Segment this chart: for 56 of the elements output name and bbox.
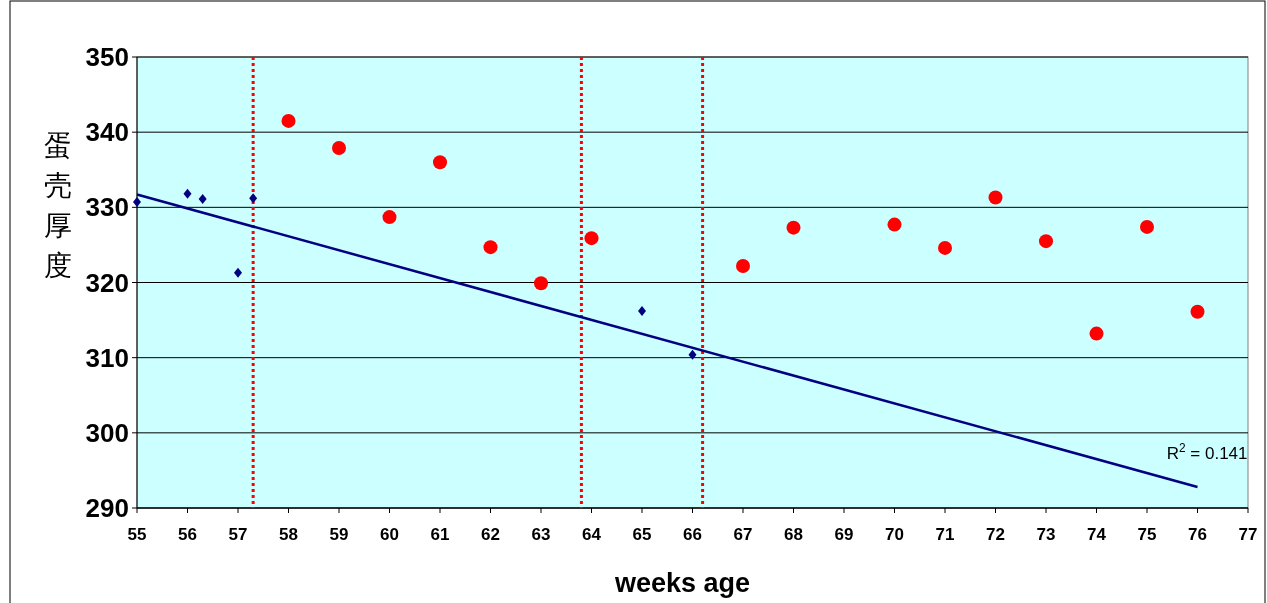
point — [736, 258, 750, 273]
point — [786, 220, 801, 235]
y-tick-label: 350 — [85, 42, 129, 72]
x-tick-label: 75 — [1137, 525, 1157, 544]
annotation: R$^{2}$ = 0.141 — [1166, 440, 1248, 463]
x-tick-label: 67 — [733, 525, 753, 544]
point — [1190, 304, 1205, 319]
x-tick-label: 59 — [329, 525, 349, 544]
point — [249, 193, 258, 204]
x-axis-title: weeks age — [613, 568, 751, 598]
x-tick-label: 68 — [784, 525, 803, 544]
x-tick-label: 72 — [986, 525, 1005, 544]
y-axis-title: 蛋壳厚度 — [44, 129, 72, 282]
x-tick-label: 63 — [531, 525, 551, 544]
y-tick-label: 320 — [85, 267, 129, 298]
point — [1089, 326, 1104, 341]
y-tick-label: 340 — [85, 117, 129, 148]
point — [938, 240, 952, 255]
point — [332, 140, 346, 155]
x-tick-label: 76 — [1188, 525, 1207, 544]
y-tick-label: 290 — [85, 493, 129, 523]
x-tick-label: 70 — [885, 525, 904, 544]
y-tick-label: 330 — [85, 192, 129, 223]
point — [1140, 219, 1154, 234]
x-tick-label: 77 — [1238, 525, 1258, 544]
x-tick-label: 74 — [1087, 525, 1107, 544]
x-tick-label: 58 — [279, 525, 298, 544]
x-tick-label: 65 — [632, 525, 652, 544]
point — [198, 194, 207, 205]
point — [584, 231, 599, 246]
x-tick-label: 73 — [1036, 525, 1056, 544]
point — [281, 113, 296, 128]
point — [688, 349, 697, 360]
point — [382, 210, 397, 225]
x-tick-label: 60 — [380, 525, 399, 544]
x-tick-label: 66 — [683, 525, 702, 544]
x-tick-label: 69 — [834, 525, 854, 544]
x-tick-label: 64 — [582, 525, 602, 544]
point — [183, 188, 192, 199]
point — [988, 190, 1003, 205]
x-tick-label: 56 — [178, 525, 197, 544]
x-tick-label: 62 — [481, 525, 500, 544]
point — [887, 217, 902, 232]
y-tick-label: 300 — [85, 417, 129, 448]
x-tick-label: 71 — [935, 525, 955, 544]
point — [1039, 234, 1053, 249]
x-tick-label: 57 — [228, 525, 248, 544]
point — [534, 276, 548, 291]
point — [133, 197, 141, 208]
point — [234, 267, 242, 278]
point — [433, 155, 447, 170]
x-tick-label: 55 — [127, 525, 147, 544]
point — [638, 306, 646, 317]
point — [483, 240, 498, 255]
x-tick-label: 61 — [430, 525, 450, 544]
y-tick-label: 310 — [85, 342, 129, 373]
